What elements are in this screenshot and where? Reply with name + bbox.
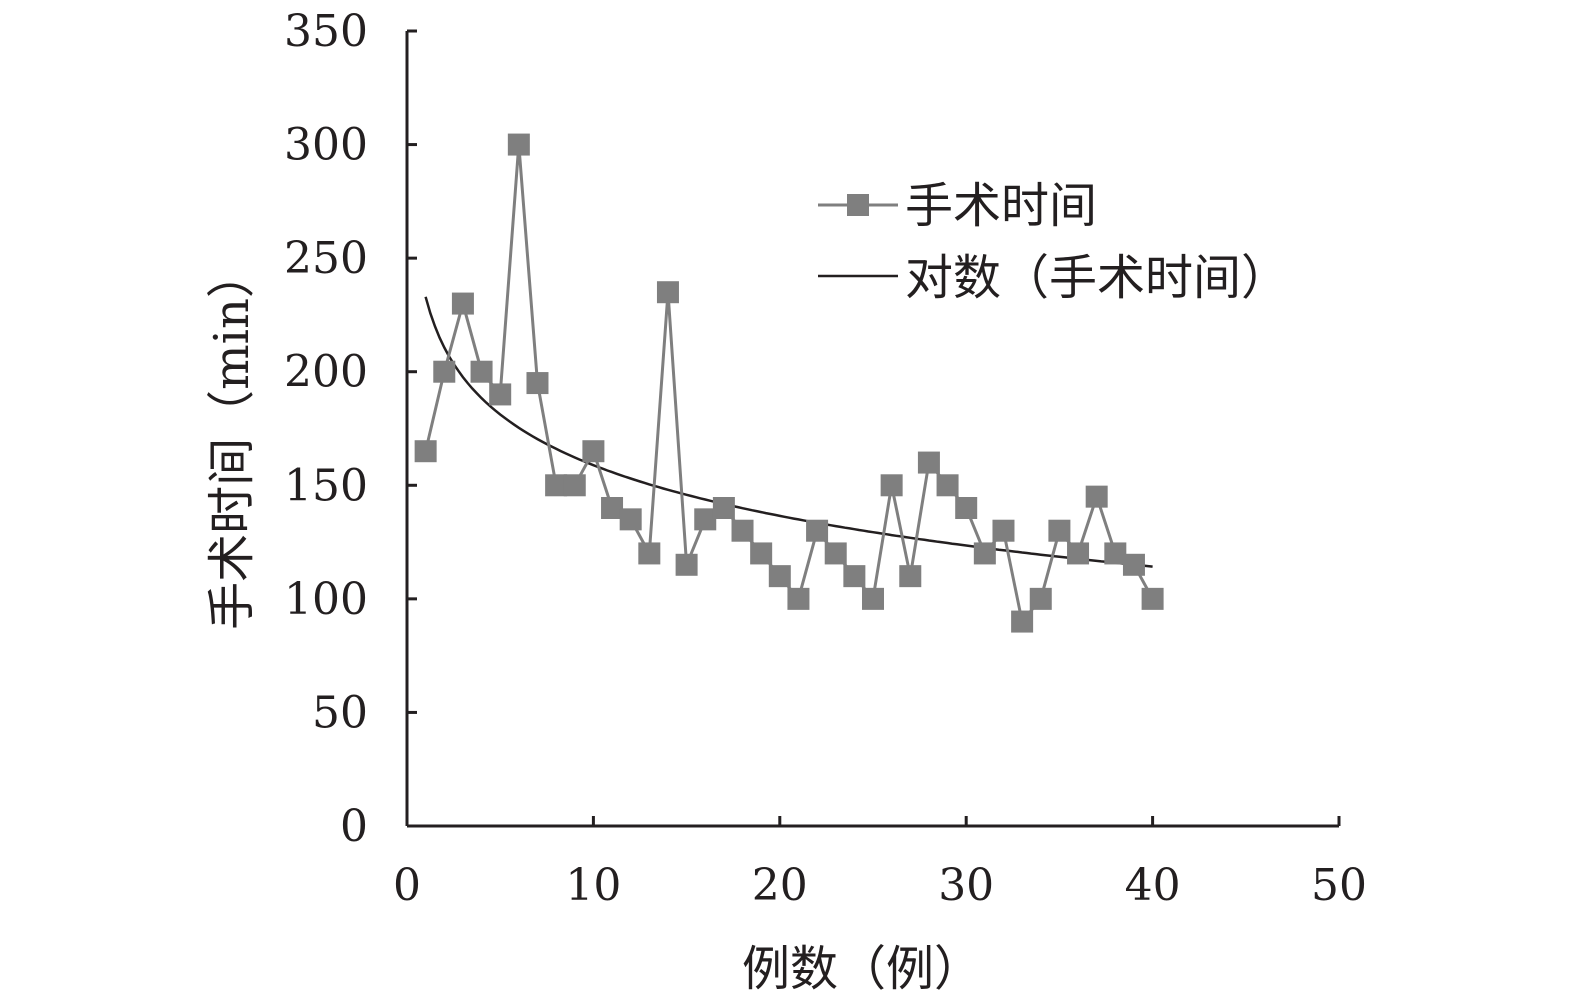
data-point bbox=[507, 133, 530, 156]
data-point bbox=[433, 360, 456, 383]
data-point bbox=[862, 587, 884, 610]
x-tick-label: 20 bbox=[752, 860, 808, 911]
x-tick-label: 40 bbox=[1125, 860, 1181, 911]
x-tick-label: 10 bbox=[565, 860, 621, 911]
data-point bbox=[731, 519, 754, 542]
data-point bbox=[1141, 587, 1164, 610]
y-ticks: 0 50 100 150 200 250 300 350 bbox=[284, 6, 417, 852]
y-tick-label: 150 bbox=[284, 460, 368, 511]
data-point bbox=[656, 281, 679, 304]
y-tick-label: 0 bbox=[340, 801, 368, 852]
data-point bbox=[1067, 542, 1090, 565]
data-point bbox=[619, 508, 642, 531]
data-point bbox=[843, 565, 866, 588]
data-point bbox=[489, 383, 512, 406]
data-point bbox=[451, 292, 474, 315]
data-point bbox=[955, 497, 978, 519]
data-point bbox=[414, 440, 437, 463]
data-point bbox=[712, 497, 735, 519]
data-point bbox=[750, 542, 773, 565]
data-point bbox=[526, 372, 549, 395]
x-tick-label: 30 bbox=[938, 860, 994, 911]
legend-label-series: 手术时间 bbox=[905, 178, 1097, 234]
x-tick-label: 0 bbox=[393, 860, 421, 911]
legend-label-trend: 对数（手术时间） bbox=[905, 250, 1289, 306]
data-point bbox=[470, 360, 493, 383]
data-point bbox=[1029, 587, 1052, 610]
y-tick-label: 300 bbox=[284, 120, 368, 171]
data-point bbox=[1104, 542, 1127, 565]
data-point bbox=[917, 451, 940, 474]
series-line bbox=[424, 144, 1154, 625]
trendline bbox=[424, 296, 1153, 568]
data-point bbox=[563, 474, 586, 497]
y-tick-label: 250 bbox=[284, 233, 368, 284]
y-tick-label: 200 bbox=[284, 347, 368, 398]
y-tick-label: 350 bbox=[284, 6, 368, 57]
data-point bbox=[1122, 553, 1145, 576]
data-point bbox=[899, 565, 922, 588]
data-point bbox=[694, 508, 717, 531]
x-tick-label: 50 bbox=[1311, 860, 1367, 911]
data-point bbox=[973, 542, 996, 565]
data-point bbox=[992, 519, 1015, 542]
y-tick-label: 50 bbox=[312, 687, 368, 738]
y-axis-title: 手术时间（min） bbox=[204, 250, 260, 630]
data-point bbox=[1048, 519, 1071, 542]
data-point bbox=[880, 474, 903, 497]
data-point bbox=[582, 440, 605, 463]
data-point bbox=[601, 497, 624, 519]
legend-marker-series bbox=[847, 194, 869, 216]
y-tick-label: 100 bbox=[284, 574, 368, 625]
data-point bbox=[768, 565, 791, 588]
legend: 手术时间 对数（手术时间） bbox=[818, 178, 1289, 306]
data-point bbox=[936, 474, 959, 497]
data-point bbox=[806, 519, 829, 542]
data-point bbox=[545, 474, 568, 497]
data-point bbox=[675, 553, 698, 576]
data-point bbox=[787, 587, 810, 610]
x-axis-title: 例数（例） bbox=[742, 941, 982, 997]
trendline-layer bbox=[424, 296, 1153, 568]
data-point bbox=[638, 542, 661, 565]
data-point bbox=[1085, 485, 1108, 508]
x-ticks: 0 10 20 30 40 50 bbox=[393, 816, 1367, 911]
axes bbox=[405, 31, 1339, 828]
series-layer bbox=[414, 133, 1164, 633]
data-point bbox=[1011, 610, 1034, 633]
data-point bbox=[824, 542, 847, 565]
